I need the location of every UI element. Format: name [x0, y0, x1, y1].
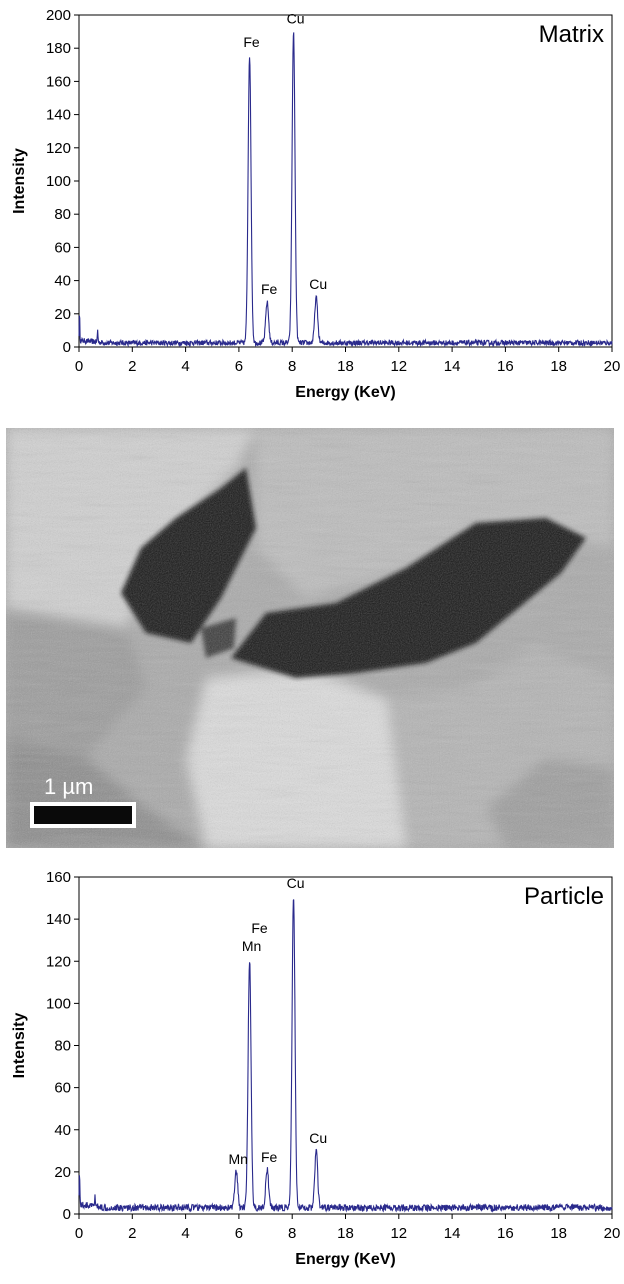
- y-tick-label: 160: [46, 869, 71, 886]
- x-tick-label: 6: [235, 358, 243, 375]
- x-tick-label: 0: [75, 1225, 83, 1242]
- x-tick-label: 18: [337, 358, 354, 375]
- peak-label: Mn: [242, 938, 261, 954]
- y-tick-label: 120: [46, 953, 71, 970]
- panel-label: Particle: [524, 883, 604, 910]
- x-axis-title: Energy (KeV): [295, 1251, 395, 1268]
- x-tick-label: 2: [128, 358, 136, 375]
- peak-label: Cu: [309, 1130, 327, 1146]
- x-tick-label: 8: [288, 1225, 296, 1242]
- y-tick-label: 40: [54, 273, 71, 290]
- x-tick-label: 0: [75, 358, 83, 375]
- scale-bar: 1 µm: [30, 774, 136, 828]
- particle-spectrum-chart: 0 20 40 60 80 100 120 140 160 0 2 4 6 8 18 12 14 16 18 20 En…: [0, 862, 624, 1279]
- y-tick-label: 40: [54, 1122, 71, 1139]
- x-tick-label: 6: [235, 1225, 243, 1242]
- x-tick-label: 14: [444, 358, 461, 375]
- peak-label: Fe: [243, 34, 260, 50]
- panel-label: Matrix: [539, 21, 604, 48]
- y-tick-label: 0: [63, 1206, 71, 1223]
- x-tick-label: 20: [604, 1225, 621, 1242]
- x-tick-label: 8: [288, 358, 296, 375]
- x-tick-label: 18: [337, 1225, 354, 1242]
- peak-label: Cu: [287, 875, 305, 891]
- y-tick-label: 80: [54, 1038, 71, 1055]
- peak-label: Fe: [261, 1149, 278, 1165]
- x-tick-label: 4: [181, 358, 189, 375]
- y-tick-label: 140: [46, 911, 71, 928]
- y-tick-label: 0: [63, 339, 71, 356]
- plot-frame: [78, 876, 613, 1215]
- tem-micrograph-svg: 1 µm: [6, 428, 614, 848]
- y-tick-label: 20: [54, 1164, 71, 1181]
- x-tick-label: 14: [444, 1225, 461, 1242]
- x-tick-label: 12: [390, 358, 407, 375]
- particle-spectrum-svg: 0 20 40 60 80 100 120 140 160 0 2 4 6 8 18 12 14 16 18 20 En…: [11, 869, 621, 1268]
- y-tick-label: 100: [46, 173, 71, 190]
- tem-micrograph: 1 µm: [6, 428, 614, 848]
- x-tick-label: 16: [497, 1225, 514, 1242]
- spectrum-line: [78, 899, 613, 1213]
- y-tick-label: 100: [46, 995, 71, 1012]
- peak-label: Fe: [261, 281, 278, 297]
- x-tick-label: 12: [390, 1225, 407, 1242]
- y-tick-label: 20: [54, 306, 71, 323]
- y-tick-label: 80: [54, 206, 71, 223]
- scale-bar-label: 1 µm: [44, 774, 93, 799]
- y-tick-label: 60: [54, 239, 71, 256]
- x-tick-label: 20: [604, 358, 621, 375]
- spectrum-line: [78, 32, 613, 348]
- x-axis-title: Energy (KeV): [295, 384, 395, 401]
- x-tick-label: 2: [128, 1225, 136, 1242]
- plot-frame: [78, 14, 613, 348]
- y-axis-title: Intensity: [11, 1013, 28, 1079]
- x-tick-label: 16: [497, 358, 514, 375]
- peak-label: Fe: [251, 920, 268, 936]
- x-tick-label: 18: [550, 358, 567, 375]
- y-tick-label: 140: [46, 107, 71, 124]
- y-tick-label: 200: [46, 7, 71, 24]
- matrix-spectrum-svg: 0 20 40 60 80 100 120 140 160 180 200 0 2 4 6 8 18 12 14 16…: [11, 7, 621, 401]
- x-tick-label: 18: [550, 1225, 567, 1242]
- peak-label: Cu: [309, 276, 327, 292]
- peak-label: Cu: [287, 11, 305, 27]
- x-tick-label: 4: [181, 1225, 189, 1242]
- y-axis-title: Intensity: [11, 148, 28, 214]
- y-tick-label: 180: [46, 40, 71, 57]
- y-tick-label: 160: [46, 73, 71, 90]
- y-tick-label: 120: [46, 140, 71, 157]
- y-tick-label: 60: [54, 1080, 71, 1097]
- peak-label: Mn: [229, 1151, 248, 1167]
- matrix-spectrum-chart: 0 20 40 60 80 100 120 140 160 180 200 0 2 4 6 8 18 12 14 16…: [0, 0, 624, 415]
